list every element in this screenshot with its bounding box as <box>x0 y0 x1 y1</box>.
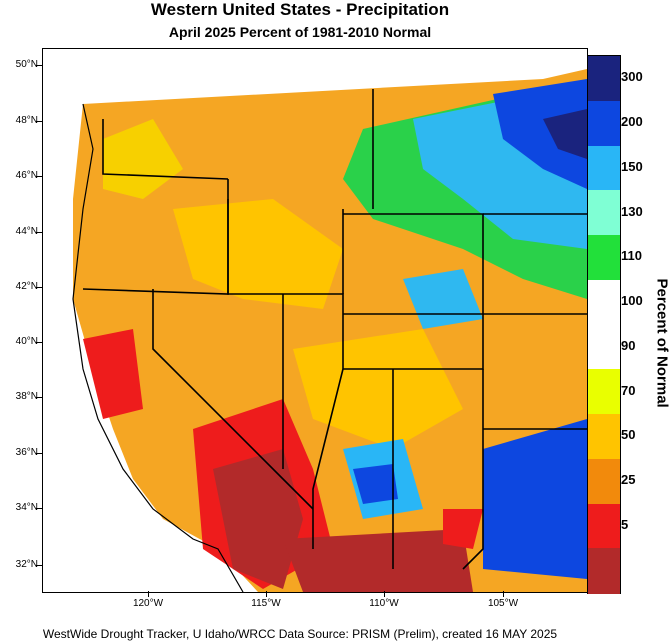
lat-tick-mark <box>36 232 42 233</box>
lon-tick-label: 110°W <box>369 598 399 609</box>
lat-tick-label: 38°N <box>15 391 38 402</box>
lat-tick-label: 40°N <box>15 336 38 347</box>
wet-region <box>353 464 398 504</box>
lon-tick-label: 105°W <box>487 598 519 609</box>
lat-tick-label: 34°N <box>15 502 38 513</box>
dry-region <box>213 449 303 589</box>
wet-region <box>483 419 587 579</box>
lat-tick-mark <box>36 508 42 509</box>
dry-region <box>83 329 143 419</box>
legend-swatch <box>588 190 620 236</box>
legend-label: 150 <box>621 158 643 174</box>
dry-region <box>283 529 473 592</box>
yellow-region <box>293 329 463 449</box>
lat-tick-label: 42°N <box>15 281 38 292</box>
lat-tick-mark <box>36 453 42 454</box>
lat-tick-mark <box>36 287 42 288</box>
legend-swatch <box>588 324 620 370</box>
precipitation-map <box>42 48 588 593</box>
legend-label: 50 <box>621 427 636 443</box>
lat-tick-mark <box>36 397 42 398</box>
legend-swatch <box>588 235 620 281</box>
lat-tick-label: 50°N <box>15 59 38 70</box>
lat-tick-label: 36°N <box>15 447 38 458</box>
legend-colorbar <box>587 55 621 594</box>
yellow-region <box>103 119 183 199</box>
dry-region <box>443 509 483 549</box>
legend-label: 110 <box>621 248 642 264</box>
legend-label: 300 <box>621 69 643 85</box>
lon-tick-mark <box>266 591 267 597</box>
legend-swatch <box>588 414 620 460</box>
lat-tick-mark <box>36 65 42 66</box>
yellow-region <box>173 199 343 309</box>
coastline <box>72 103 244 592</box>
legend-label: 25 <box>621 472 636 488</box>
legend-swatch <box>588 279 620 325</box>
legend-label: 100 <box>621 293 643 309</box>
legend-label: 90 <box>621 337 636 353</box>
lon-tick-label: 120°W <box>132 598 164 609</box>
legend-title: Percent of Normal <box>653 278 670 408</box>
lat-tick-label: 48°N <box>15 115 38 126</box>
legend-swatch <box>588 458 620 504</box>
legend-swatch <box>588 548 620 594</box>
lat-tick-mark <box>36 342 42 343</box>
lat-tick-label: 44°N <box>15 226 38 237</box>
lat-tick-label: 32°N <box>15 559 38 570</box>
lon-tick-mark <box>503 591 504 597</box>
legend-swatch <box>588 503 620 549</box>
legend-swatch <box>588 100 620 146</box>
wet-region <box>493 79 587 189</box>
lat-tick-mark <box>36 121 42 122</box>
map-subtitle: April 2025 Percent of 1981-2010 Normal <box>168 24 432 40</box>
footer-credit: WestWide Drought Tracker, U Idaho/WRCC D… <box>42 627 558 641</box>
lon-tick-label: 115°W <box>251 598 281 609</box>
lon-tick-mark <box>384 591 385 597</box>
map-title: Western United States - Precipitation <box>150 0 450 19</box>
map-graphic <box>43 49 587 592</box>
legend-swatch <box>588 56 620 102</box>
legend-label: 70 <box>621 382 636 398</box>
lon-tick-mark <box>148 591 149 597</box>
legend-label: 5 <box>621 516 629 532</box>
wet-region <box>543 109 587 159</box>
lat-tick-mark <box>36 176 42 177</box>
lat-tick-mark <box>36 565 42 566</box>
legend-swatch <box>588 369 620 415</box>
legend-swatch <box>588 145 620 191</box>
legend-label: 130 <box>621 203 643 219</box>
lat-tick-label: 46°N <box>15 170 38 181</box>
legend-label: 200 <box>621 114 643 130</box>
state-borders <box>82 89 587 570</box>
